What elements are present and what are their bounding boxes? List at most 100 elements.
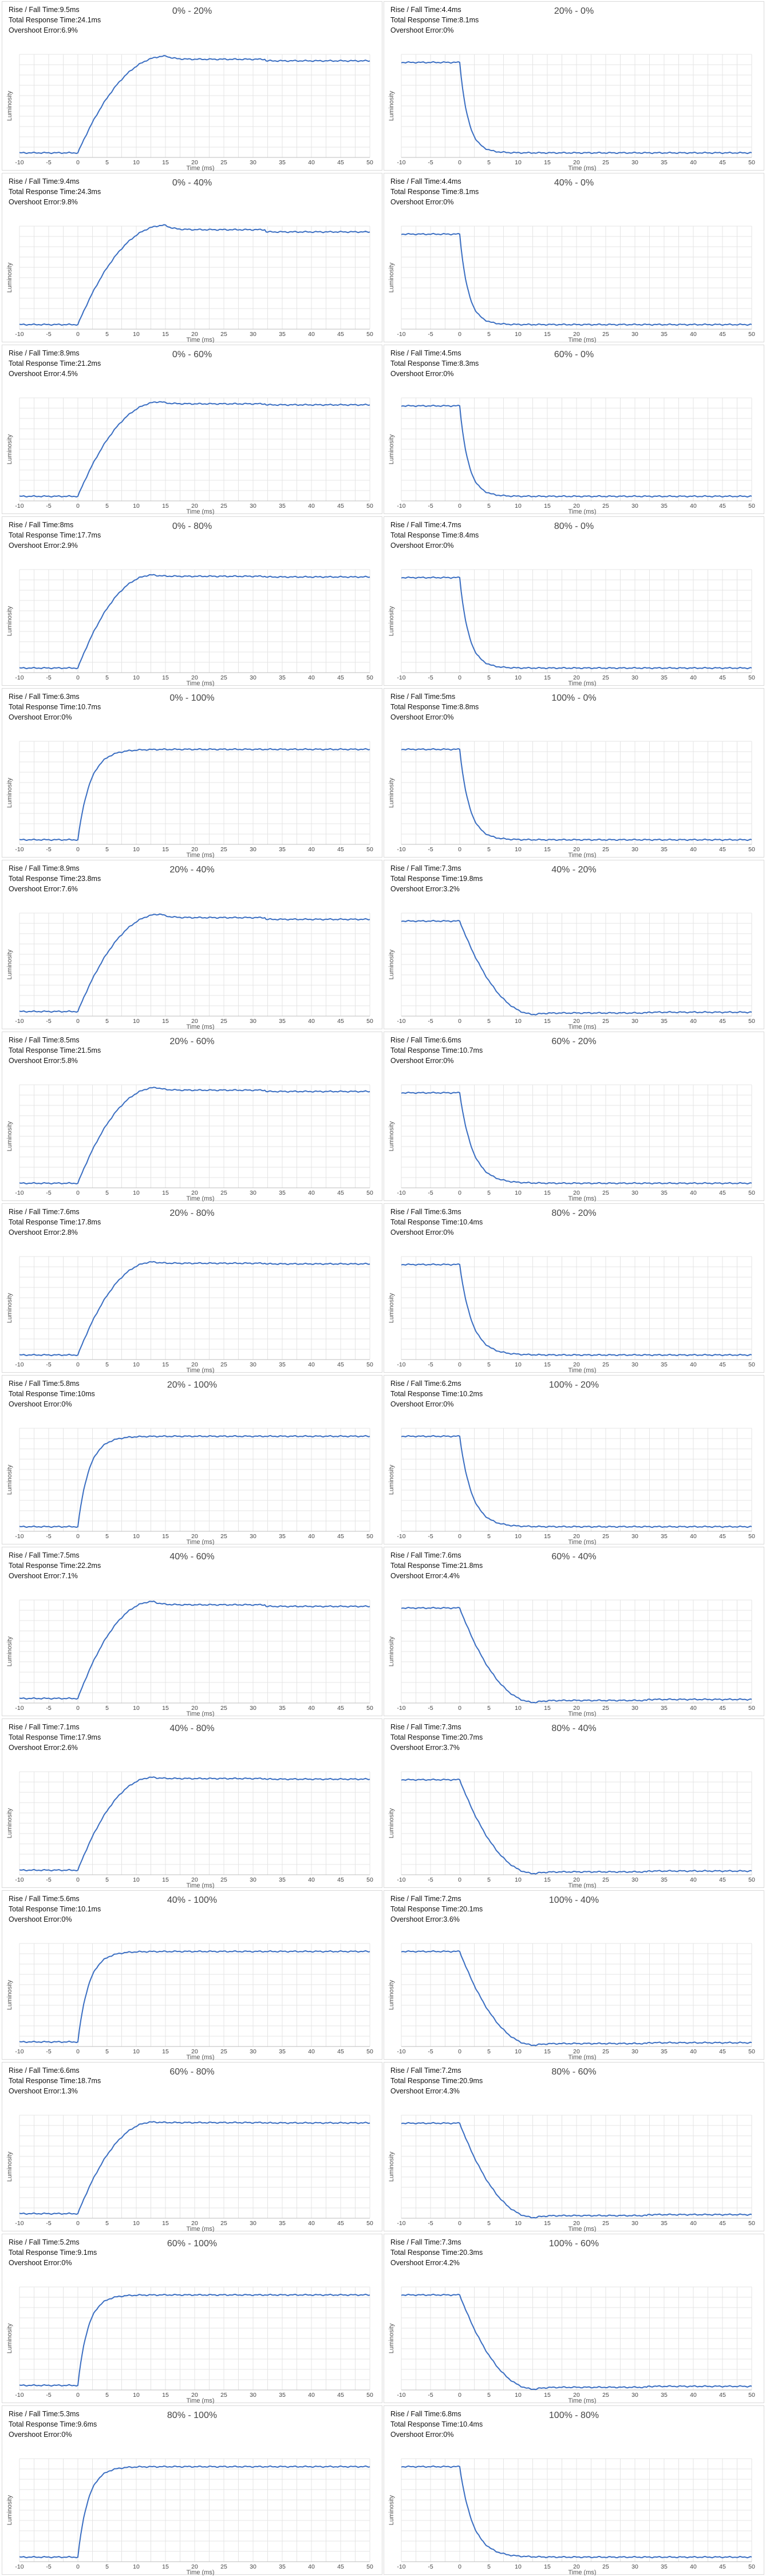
rise-time-text: Rise / Fall Time:6.3ms	[390, 1208, 461, 1216]
rise-time-text: Rise / Fall Time:6.2ms	[390, 1380, 461, 1388]
x-axis-label: Time (ms)	[186, 680, 214, 686]
x-tick-label: 25	[220, 846, 227, 853]
x-tick-label: 45	[337, 846, 344, 853]
x-tick-label: 0	[458, 331, 461, 338]
x-tick-label: 50	[366, 1190, 373, 1196]
x-tick-label: 50	[366, 1361, 373, 1368]
y-axis-label: Luminosity	[6, 1293, 13, 1323]
x-axis-label: Time (ms)	[186, 337, 214, 343]
x-tick-label: 45	[719, 2048, 726, 2055]
total-response-text: Total Response Time:17.7ms	[9, 531, 101, 539]
x-tick-label: 50	[748, 1533, 755, 1540]
x-tick-label: 45	[719, 1705, 726, 1712]
chart-panel: Rise / Fall Time:7.3ms Total Response Tim…	[384, 860, 764, 1030]
response-stats: Rise / Fall Time:4.5ms Total Response Tim…	[390, 348, 479, 379]
x-tick-label: 35	[279, 1190, 286, 1196]
line-plot: -10 -5 0 5 10 15 20 25 30 35 40 45 50 Time (ms) Lumino…	[6, 569, 373, 686]
x-tick-label: 40	[308, 1533, 315, 1540]
rise-time-text: Rise / Fall Time:5.8ms	[9, 1380, 80, 1388]
x-tick-label: 10	[133, 846, 140, 853]
y-axis-label: Luminosity	[6, 262, 13, 293]
x-tick-label: 25	[602, 1018, 609, 1025]
x-tick-label: 15	[544, 1190, 551, 1196]
series-line	[401, 1263, 752, 1357]
x-tick-label: 15	[544, 2392, 551, 2399]
x-tick-label: 20	[573, 1361, 580, 1368]
x-tick-label: 50	[748, 1018, 755, 1025]
x-axis-label: Time (ms)	[568, 337, 596, 343]
line-plot: -10 -5 0 5 10 15 20 25 30 35 40 45 50 Time (ms) Lumino…	[388, 1943, 755, 2060]
series-line	[19, 2121, 370, 2215]
chart-panel: Rise / Fall Time:5.3ms Total Response Tim…	[2, 2405, 382, 2575]
x-tick-label: 40	[690, 2048, 697, 2055]
x-tick-label: 5	[487, 331, 491, 338]
response-stats: Rise / Fall Time:4.4ms Total Response Tim…	[390, 5, 479, 35]
x-tick-label: 45	[337, 1705, 344, 1712]
x-tick-label: 30	[631, 1361, 638, 1368]
x-tick-label: 45	[719, 503, 726, 509]
x-tick-label: 50	[366, 674, 373, 681]
x-tick-label: 5	[105, 846, 109, 853]
line-plot: -10 -5 0 5 10 15 20 25 30 35 40 45 50 Time (ms) Lumino…	[388, 741, 755, 858]
x-tick-label: 40	[690, 331, 697, 338]
rise-time-text: Rise / Fall Time:7.6ms	[9, 1208, 80, 1216]
x-tick-label: 40	[690, 1361, 697, 1368]
x-tick-label: -5	[428, 2048, 433, 2055]
x-tick-label: 50	[366, 331, 373, 338]
x-axis-label: Time (ms)	[186, 2397, 214, 2404]
x-tick-label: 50	[748, 2048, 755, 2055]
x-tick-label: -5	[46, 2563, 51, 2570]
x-tick-label: -10	[15, 674, 23, 681]
response-stats: Rise / Fall Time:7.2ms Total Response Tim…	[390, 1894, 483, 1925]
overshoot-error-text: Overshoot Error:5.8%	[9, 1057, 78, 1065]
chart-title: 100% - 40%	[548, 1895, 599, 1905]
overshoot-error-text: Overshoot Error:0%	[9, 1400, 72, 1408]
y-axis-label: Luminosity	[388, 262, 395, 293]
x-tick-label: 30	[631, 1018, 638, 1025]
series-line	[19, 1435, 370, 1528]
response-stats: Rise / Fall Time:6.3ms Total Response Tim…	[390, 1207, 483, 1238]
rise-time-text: Rise / Fall Time:6.6ms	[9, 2067, 80, 2075]
x-tick-label: 45	[337, 2220, 344, 2227]
x-tick-label: 30	[631, 846, 638, 853]
x-tick-label: 20	[191, 1705, 198, 1712]
y-axis-label: Luminosity	[6, 1980, 13, 2010]
overshoot-error-text: Overshoot Error:4.4%	[390, 1572, 460, 1580]
x-tick-label: 50	[366, 1018, 373, 1025]
x-tick-label: 20	[191, 1876, 198, 1883]
x-tick-label: 0	[76, 1018, 80, 1025]
x-tick-label: 5	[487, 2392, 491, 2399]
x-tick-label: 5	[105, 1190, 109, 1196]
chart-title: 80% - 20%	[551, 1208, 597, 1218]
x-tick-label: 30	[250, 846, 256, 853]
x-tick-label: 40	[308, 2392, 315, 2399]
x-tick-label: 30	[250, 1190, 256, 1196]
rise-time-text: Rise / Fall Time:5ms	[390, 693, 456, 701]
chart-title: 80% - 40%	[551, 1724, 597, 1733]
line-plot: -10 -5 0 5 10 15 20 25 30 35 40 45 50 Time (ms) Lumino…	[388, 912, 755, 1030]
line-plot: -10 -5 0 5 10 15 20 25 30 35 40 45 50 Time (ms) Lumino…	[388, 2458, 755, 2575]
chart-panel: Rise / Fall Time:4.4ms Total Response Tim…	[384, 173, 764, 343]
response-stats: Rise / Fall Time:8.9ms Total Response Tim…	[9, 348, 101, 379]
total-response-text: Total Response Time:8.1ms	[390, 188, 479, 196]
x-tick-label: 10	[515, 503, 522, 509]
chart-panel: Rise / Fall Time:5.8ms Total Response Tim…	[2, 1375, 382, 1545]
x-tick-label: 20	[573, 1876, 580, 1883]
x-tick-label: 15	[544, 2048, 551, 2055]
x-tick-label: 45	[719, 2392, 726, 2399]
line-plot: -10 -5 0 5 10 15 20 25 30 35 40 45 50 Time (ms) Lumino…	[388, 1428, 755, 1545]
y-axis-label: Luminosity	[6, 1636, 13, 1666]
x-tick-label: 10	[515, 1018, 522, 1025]
x-tick-label: 45	[719, 1190, 726, 1196]
x-tick-label: -10	[397, 674, 405, 681]
chart-title: 60% - 100%	[167, 2239, 218, 2249]
x-tick-label: 5	[105, 2048, 109, 2055]
x-tick-label: 0	[76, 503, 80, 509]
total-response-text: Total Response Time:18.7ms	[9, 2077, 101, 2085]
x-tick-label: -5	[46, 1190, 51, 1196]
x-tick-label: 0	[458, 846, 461, 853]
x-axis-label: Time (ms)	[186, 1882, 214, 1888]
rise-time-text: Rise / Fall Time:7.5ms	[9, 1551, 80, 1559]
x-axis-label: Time (ms)	[186, 2054, 214, 2060]
x-tick-label: 35	[661, 2048, 668, 2055]
